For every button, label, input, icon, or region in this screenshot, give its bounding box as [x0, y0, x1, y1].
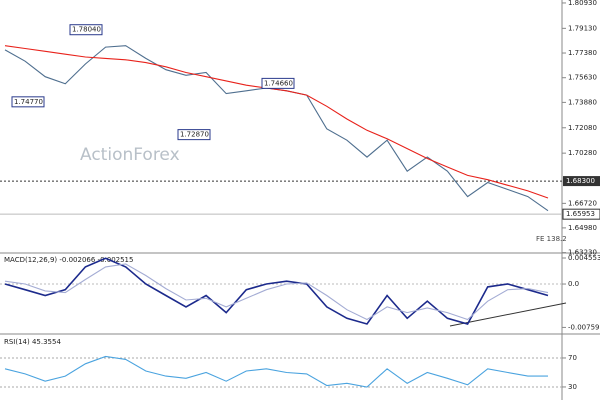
panel-title: RSI(14) 45.3554 — [4, 338, 61, 346]
price-label: 1.72870 — [180, 131, 209, 139]
last-box — [562, 208, 600, 220]
y-tick-label: 1.64980 — [568, 224, 597, 232]
series-line — [4, 257, 549, 325]
price-label-box — [261, 77, 295, 89]
y-tick-label: 0.0 — [568, 280, 579, 288]
y-tick-label: 1.77380 — [568, 49, 597, 57]
series-line — [4, 45, 549, 199]
y-tick-label: 1.73880 — [568, 98, 597, 106]
y-tick-label: 1.72080 — [568, 124, 597, 132]
series-line — [4, 263, 549, 321]
series-line — [4, 355, 548, 388]
level-box — [563, 176, 600, 187]
y-tick-label: 1.66720 — [568, 199, 597, 207]
y-tick-label: 1.79130 — [568, 24, 597, 32]
y-tick-label: 1.75630 — [568, 74, 597, 82]
last-label: 1.65953 — [566, 210, 595, 218]
y-tick-label: 1.80930 — [568, 0, 597, 7]
y-tick-label: 30 — [568, 383, 577, 391]
annotation: FE 138.2 — [536, 235, 567, 243]
panel-title: MACD(12,26,9) -0.002066 -0.002515 — [4, 256, 133, 264]
watermark: ActionForex — [80, 145, 180, 165]
price-label: 1.74770 — [14, 98, 43, 106]
price-label-box — [11, 96, 45, 108]
y-tick-label: 1.70280 — [568, 149, 597, 157]
y-tick-label: -0.007593 — [568, 323, 600, 331]
price-label-box — [177, 129, 211, 141]
y-tick-label: 1.63230 — [568, 249, 597, 257]
y-tick-label: 70 — [568, 354, 577, 362]
y-tick-label: 0.004553 — [568, 254, 600, 262]
price-label-box — [69, 24, 103, 36]
level-label: 1.68300 — [566, 177, 595, 185]
price-label: 1.74660 — [264, 79, 293, 87]
price-label: 1.78040 — [72, 26, 101, 34]
